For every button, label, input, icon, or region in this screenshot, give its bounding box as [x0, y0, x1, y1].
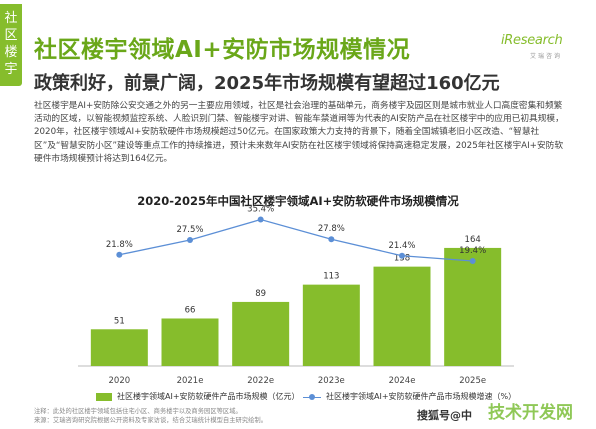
section-tab-char: 宇	[4, 62, 18, 77]
bar-value-label: 66	[185, 305, 196, 315]
bar	[302, 284, 360, 366]
x-tick-label: 2022e	[247, 376, 274, 386]
chart-title: 2020-2025年中国社区楼宇领域AI+安防软硬件市场规模情况	[137, 194, 459, 208]
x-tick-label: 2021e	[177, 376, 204, 386]
x-tick-label: 2024e	[389, 376, 416, 386]
bar-value-label: 89	[255, 289, 266, 299]
legend-bar-label: 社区楼宇领域AI+安防软硬件产品市场规模（亿元）	[117, 392, 300, 401]
section-tab: 社 区 楼 宇	[0, 4, 22, 86]
footnote-source: 来源：艾瑞咨询研究院根据公开资料及专家访谈，结合艾瑞统计模型自主研究绘制。	[34, 417, 267, 424]
growth-rate-point	[257, 216, 264, 223]
growth-rate-label: 27.8%	[318, 224, 345, 234]
page-subtitle: 政策利好，前景广阔，2025年市场规模有望超过160亿元	[34, 73, 500, 94]
logo-subtext: 艾瑞咨询	[530, 53, 563, 60]
growth-rate-point	[469, 257, 476, 264]
section-tab-char: 区	[4, 28, 18, 43]
bar	[90, 329, 148, 366]
footnote-note: 注释：此处的社区楼宇领域包括住宅小区、商务楼宇以及商务园区等区域。	[34, 408, 242, 415]
bar	[161, 318, 219, 366]
bar	[232, 301, 290, 366]
footnote: 注释：此处的社区楼宇领域包括住宅小区、商务楼宇以及商务园区等区域。 来源：艾瑞咨…	[34, 407, 414, 425]
bar	[444, 247, 502, 366]
growth-rate-point	[399, 252, 405, 259]
growth-rate-point	[116, 251, 123, 258]
growth-rate-label: 27.5%	[176, 225, 203, 235]
bar-value-label: 51	[114, 316, 125, 326]
section-tab-char: 社	[4, 11, 18, 26]
legend-item-bar: 社区楼宇领域AI+安防软硬件产品市场规模（亿元）	[96, 391, 300, 402]
bar-value-label: 164	[465, 235, 481, 245]
legend-bar-swatch	[96, 392, 112, 401]
legend-item-line: 社区楼宇领域AI+安防软硬件产品市场规模增速（%）	[303, 391, 516, 402]
growth-rate-label: 19.4%	[459, 246, 486, 256]
growth-rate-point	[328, 236, 335, 243]
growth-rate-point	[187, 237, 193, 243]
bar-value-label: 113	[323, 272, 339, 282]
legend-line-swatch	[303, 393, 321, 401]
growth-rate-line	[119, 218, 473, 262]
x-tick-label: 2020	[109, 376, 131, 386]
logo-text: iResearch	[501, 33, 563, 48]
page-title: 社区楼宇领域AI+安防市场规模情况	[34, 37, 411, 63]
bar	[373, 266, 431, 366]
growth-rate-label: 21.8%	[106, 240, 133, 250]
x-tick-label: 2025e	[459, 376, 486, 386]
section-tab-char: 楼	[4, 45, 18, 60]
iresearch-logo: iResearch 艾瑞咨询	[496, 33, 566, 63]
watermark-brand: 技术开发网	[488, 403, 573, 423]
watermark-text: 搜狐号@中	[417, 409, 472, 422]
growth-rate-label: 35.4%	[247, 205, 274, 215]
body-paragraph: 社区楼宇是AI+安防除公安交通之外的另一主要应用领域，社区是社会治理的基础单元，…	[34, 101, 564, 164]
legend-line-label: 社区楼宇领域AI+安防软硬件产品市场规模增速（%）	[326, 392, 517, 401]
growth-rate-label: 21.4%	[388, 241, 415, 251]
x-tick-label: 2023e	[318, 376, 345, 386]
